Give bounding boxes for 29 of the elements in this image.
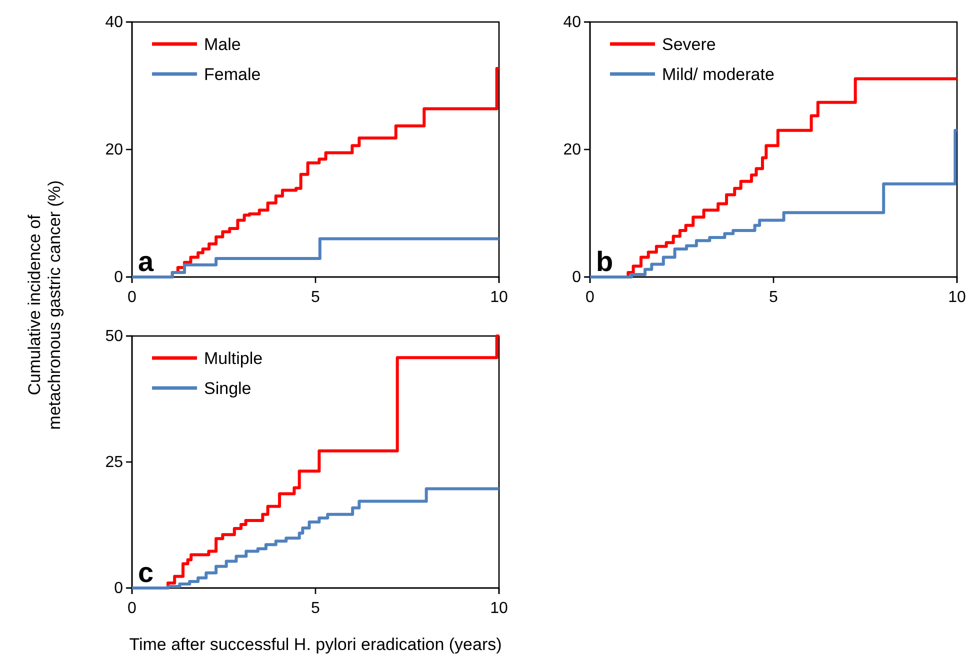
y-tick-label: 20 [105, 142, 124, 159]
legend-label: Female [204, 64, 261, 84]
y-tick-label: 0 [114, 580, 124, 598]
y-tick-label: 40 [105, 14, 124, 32]
legend-label: Mild/ moderate [662, 64, 774, 84]
y-tick-label: 40 [563, 14, 582, 32]
text: c [138, 557, 154, 588]
x-tick-label: 0 [128, 289, 137, 306]
y-axis-title: Cumulative incidence of metachronous gastric cancer (%) [24, 180, 64, 430]
x-tick-label: 5 [311, 289, 320, 306]
legend-label: Single [204, 378, 252, 398]
legend-label: Male [204, 34, 241, 54]
y-tick-label: 0 [114, 269, 124, 286]
y-tick-label: 0 [572, 269, 582, 286]
x-axis-title: Time after successful H. pylori eradication (years) [129, 635, 502, 654]
x-tick-label: 10 [948, 289, 966, 306]
y-tick-label: 25 [105, 454, 124, 472]
legend-label: Severe [662, 34, 716, 54]
text: a [138, 246, 154, 277]
x-tick-label: 0 [128, 600, 137, 617]
y-tick-label: 50 [105, 328, 124, 346]
legend-label: Multiple [204, 348, 263, 368]
x-tick-label: 5 [311, 600, 320, 617]
x-tick-label: 0 [586, 289, 595, 306]
x-tick-label: 10 [490, 289, 508, 306]
text: b [596, 246, 614, 277]
y-tick-label: 20 [563, 142, 582, 159]
x-tick-label: 5 [769, 289, 778, 306]
x-tick-label: 10 [490, 600, 508, 617]
